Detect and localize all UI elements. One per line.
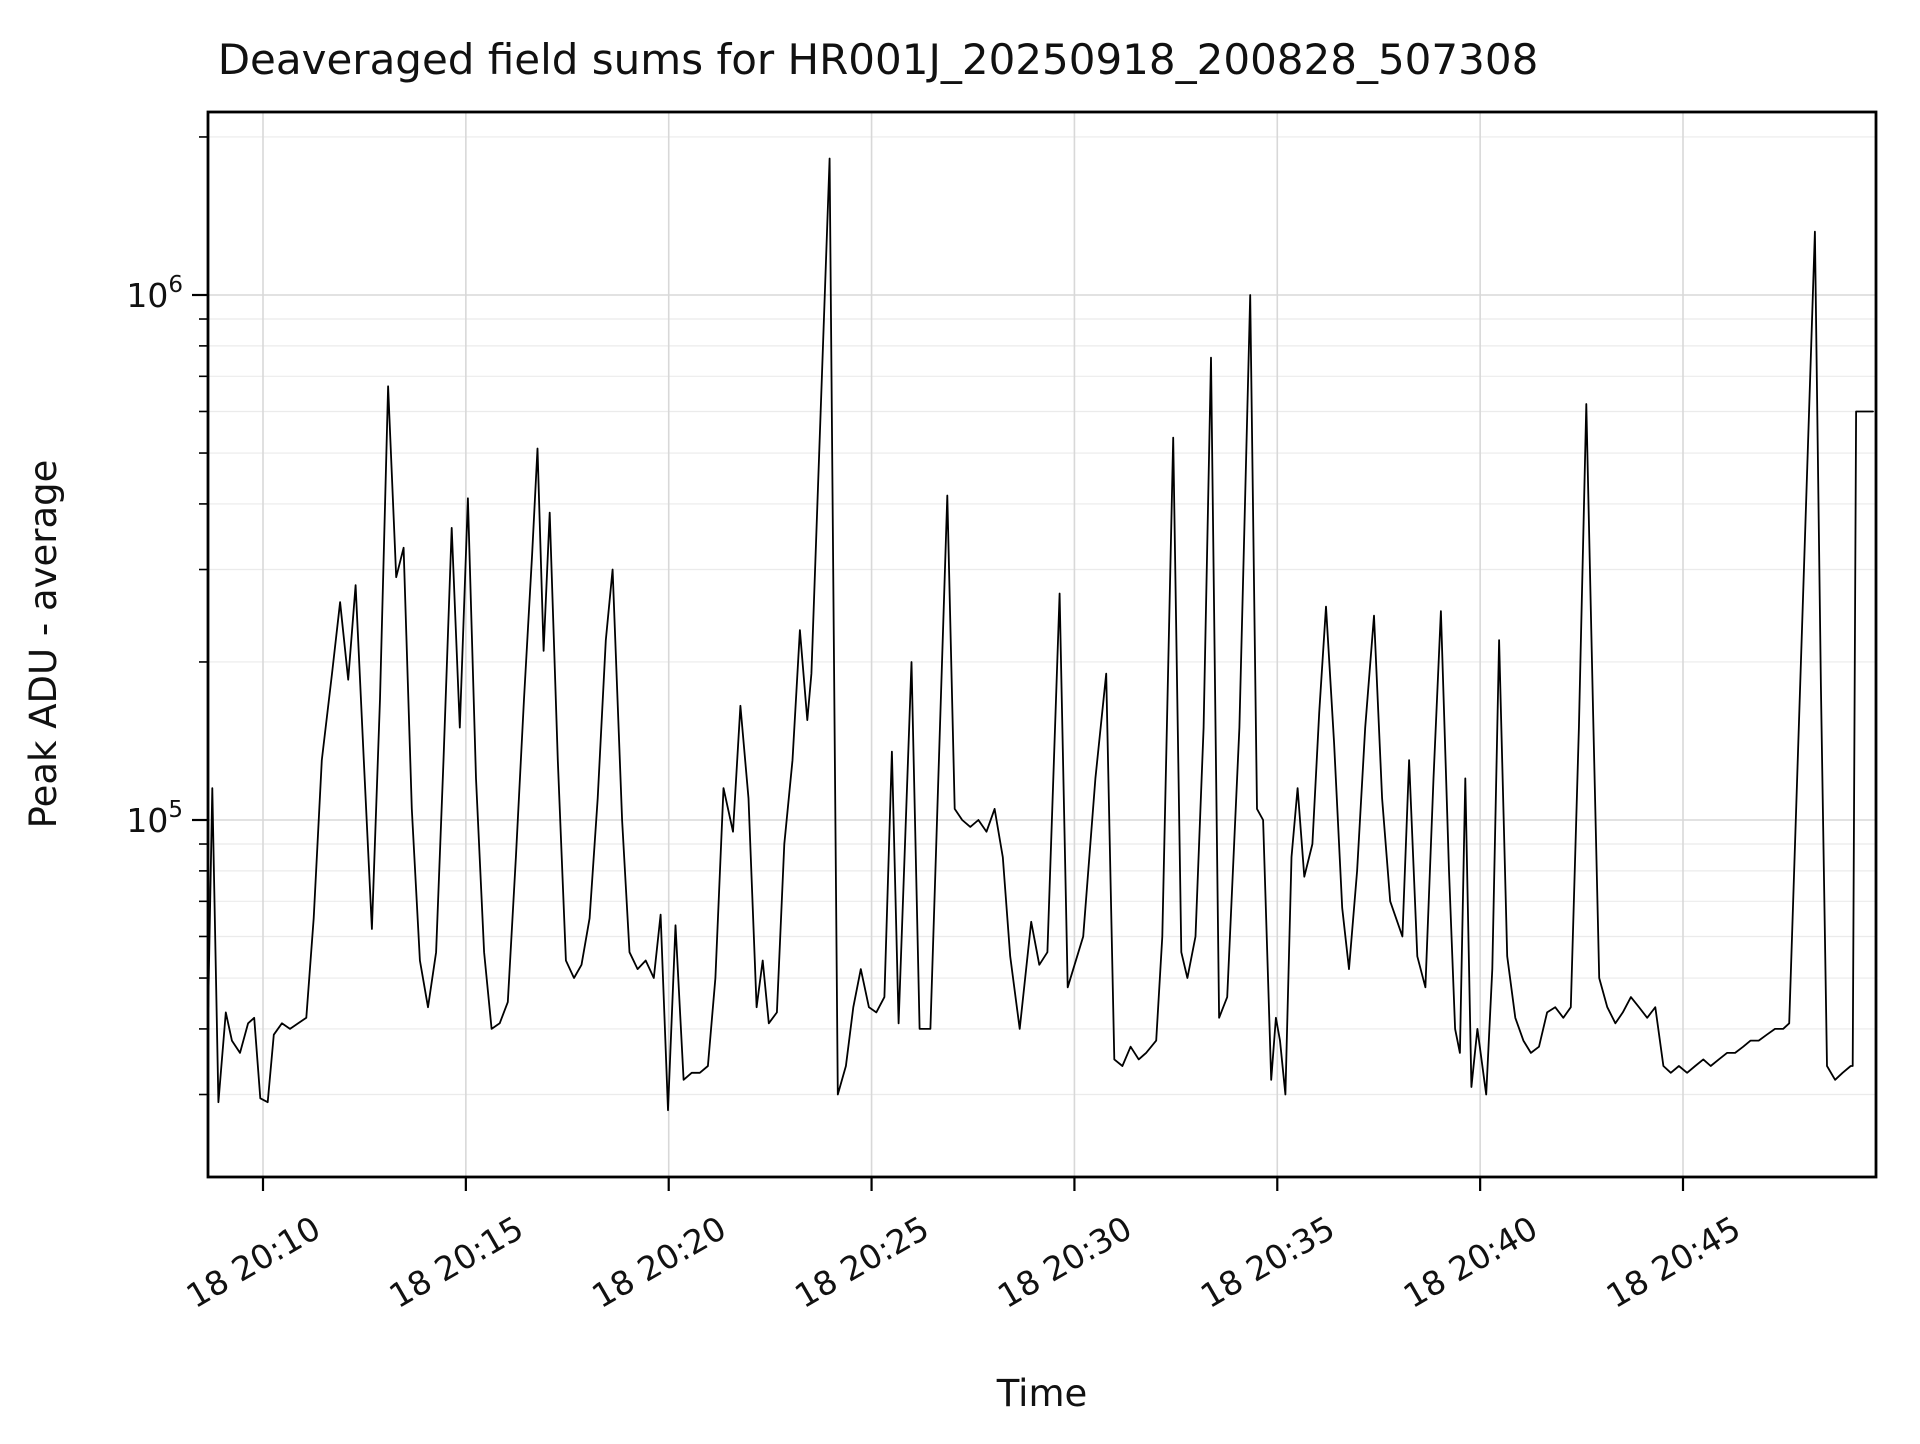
x-tick-label: 18 20:45 <box>1600 1208 1747 1316</box>
x-tick-label: 18 20:25 <box>788 1208 935 1316</box>
x-tick-label: 18 20:15 <box>382 1208 529 1316</box>
axis-layer: 18 20:10 18 20:15 18 20:20 18 20:25 18 20:30… <box>126 110 1878 1316</box>
y-tick-label: 106 <box>126 272 183 315</box>
x-axis-label: Time <box>996 1372 1088 1415</box>
x-tick-label: 18 20:20 <box>585 1208 732 1316</box>
data-line <box>208 157 1874 1112</box>
x-tick-label: 18 20:10 <box>180 1208 327 1316</box>
plot-frame <box>206 110 1878 1179</box>
x-tick-label: 18 20:35 <box>1194 1208 1341 1316</box>
y-axis-label: Peak ADU - average <box>22 460 65 829</box>
grid-layer <box>208 112 1876 1177</box>
y-tick-label: 105 <box>126 797 183 840</box>
chart-title: Deaveraged field sums for HR001J_2025091… <box>218 35 1539 84</box>
x-tick-label: 18 20:40 <box>1397 1208 1544 1316</box>
data-line-layer <box>208 157 1874 1112</box>
x-tick-label: 18 20:30 <box>991 1208 1138 1316</box>
